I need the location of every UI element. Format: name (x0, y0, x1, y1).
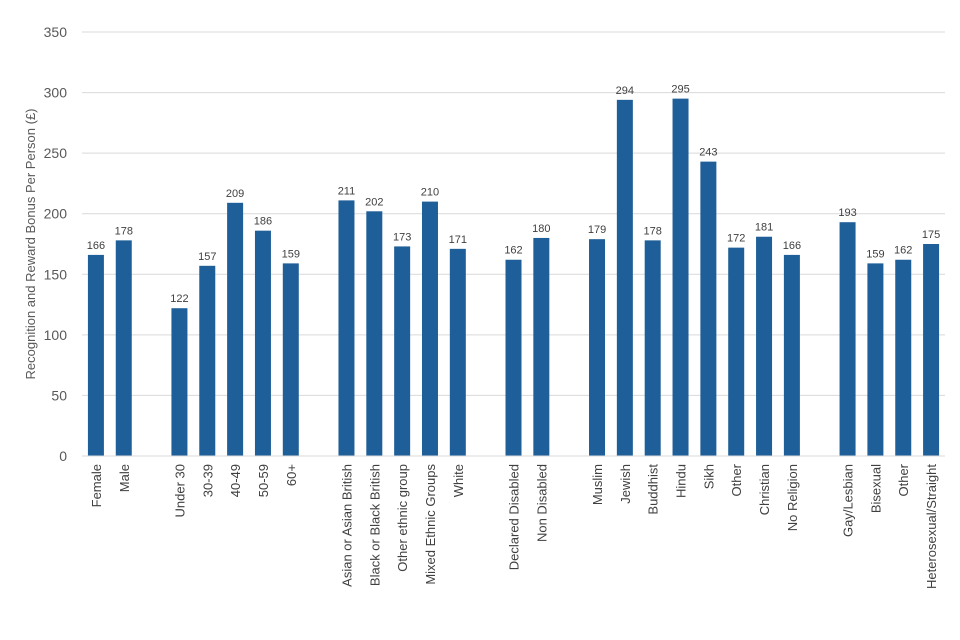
bar (199, 265, 216, 456)
category-label: Asian or Asian British (339, 464, 354, 587)
category-label: Non Disabled (534, 464, 549, 542)
y-axis-ticks: 0 50 100 150 200 250 300 350 (44, 24, 68, 464)
data-label: 175 (922, 229, 940, 241)
category-label: Bisexual (868, 464, 883, 513)
data-label: 294 (616, 85, 634, 97)
bar (616, 99, 633, 456)
data-label: 209 (226, 188, 244, 200)
bar (115, 240, 132, 456)
data-label: 243 (699, 147, 717, 159)
data-label: 157 (198, 251, 216, 263)
bar (867, 263, 884, 456)
bar (394, 246, 411, 456)
y-tick-label: 250 (44, 145, 68, 161)
y-tick-label: 50 (51, 387, 67, 403)
bar (421, 201, 438, 456)
bar (895, 259, 912, 456)
y-tick-label: 0 (59, 448, 67, 464)
bar (923, 244, 940, 456)
category-label: Other ethnic group (395, 464, 410, 572)
data-label: 295 (671, 84, 689, 96)
data-label: 173 (393, 231, 411, 243)
bar (338, 200, 355, 456)
category-label: Declared Disabled (507, 464, 522, 570)
bar (589, 239, 606, 456)
category-label: Mixed Ethnic Groups (423, 464, 438, 585)
data-label: 171 (449, 234, 467, 246)
data-label: 162 (894, 245, 912, 257)
category-label: Other (896, 463, 911, 496)
bar (533, 237, 550, 456)
bar (783, 254, 800, 456)
y-tick-label: 150 (44, 266, 68, 282)
data-label: 166 (783, 240, 801, 252)
bar (505, 259, 522, 456)
category-label: Heterosexual/Straight (924, 464, 939, 589)
category-label: Jewish (618, 464, 633, 504)
bar (700, 161, 717, 456)
data-label: 180 (532, 223, 550, 235)
category-label: Christian (757, 464, 772, 515)
bar (227, 202, 244, 456)
data-label: 202 (365, 196, 383, 208)
data-label: 122 (170, 293, 188, 305)
bars (87, 98, 940, 456)
category-label: Hindu (674, 464, 689, 498)
bar (366, 211, 383, 456)
category-label: 50-59 (256, 464, 271, 497)
category-label: 40-49 (228, 464, 243, 497)
bar (254, 230, 271, 456)
data-label: 210 (421, 187, 439, 199)
y-tick-label: 350 (44, 24, 68, 40)
category-label: Female (89, 464, 104, 507)
category-label: Gay/Lesbian (841, 464, 856, 537)
category-label: 30-39 (200, 464, 215, 497)
y-tick-label: 200 (44, 206, 68, 222)
bar (728, 247, 745, 456)
bar (171, 308, 188, 456)
data-label: 211 (338, 185, 356, 197)
data-label: 166 (87, 240, 105, 252)
category-label: Buddhist (646, 464, 661, 515)
y-tick-label: 300 (44, 85, 68, 101)
y-axis-label: Recognition and Reward Bonus Per Person … (23, 109, 38, 380)
bar (672, 98, 689, 456)
data-label: 159 (866, 248, 884, 260)
bar (449, 248, 466, 456)
data-label: 172 (727, 233, 745, 245)
bar (839, 222, 856, 456)
category-label: Other (729, 463, 744, 496)
data-label: 181 (755, 222, 773, 234)
data-label: 162 (504, 245, 522, 257)
category-label: No Religion (785, 464, 800, 531)
category-label: White (451, 464, 466, 497)
category-label: 60+ (284, 464, 299, 486)
bar (282, 263, 299, 456)
data-label: 186 (254, 216, 272, 228)
category-label: Muslim (590, 464, 605, 505)
y-tick-label: 100 (44, 327, 68, 343)
data-label: 159 (282, 248, 300, 260)
bar (87, 254, 104, 456)
bar (644, 240, 661, 456)
data-labels: 166 178 122 157 209 186 159 211 202 173 210 171 162 1… (87, 84, 941, 306)
data-label: 178 (115, 225, 133, 237)
data-label: 178 (644, 225, 662, 237)
category-labels: Female Male Under 30 30-39 40-49 50-59 60+ Asia… (89, 463, 939, 589)
data-label: 179 (588, 224, 606, 236)
bar (756, 236, 773, 456)
data-label: 193 (838, 207, 856, 219)
category-label: Male (117, 464, 132, 492)
category-label: Black or Black British (367, 464, 382, 586)
category-label: Under 30 (172, 464, 187, 517)
category-label: Sikh (701, 464, 716, 489)
